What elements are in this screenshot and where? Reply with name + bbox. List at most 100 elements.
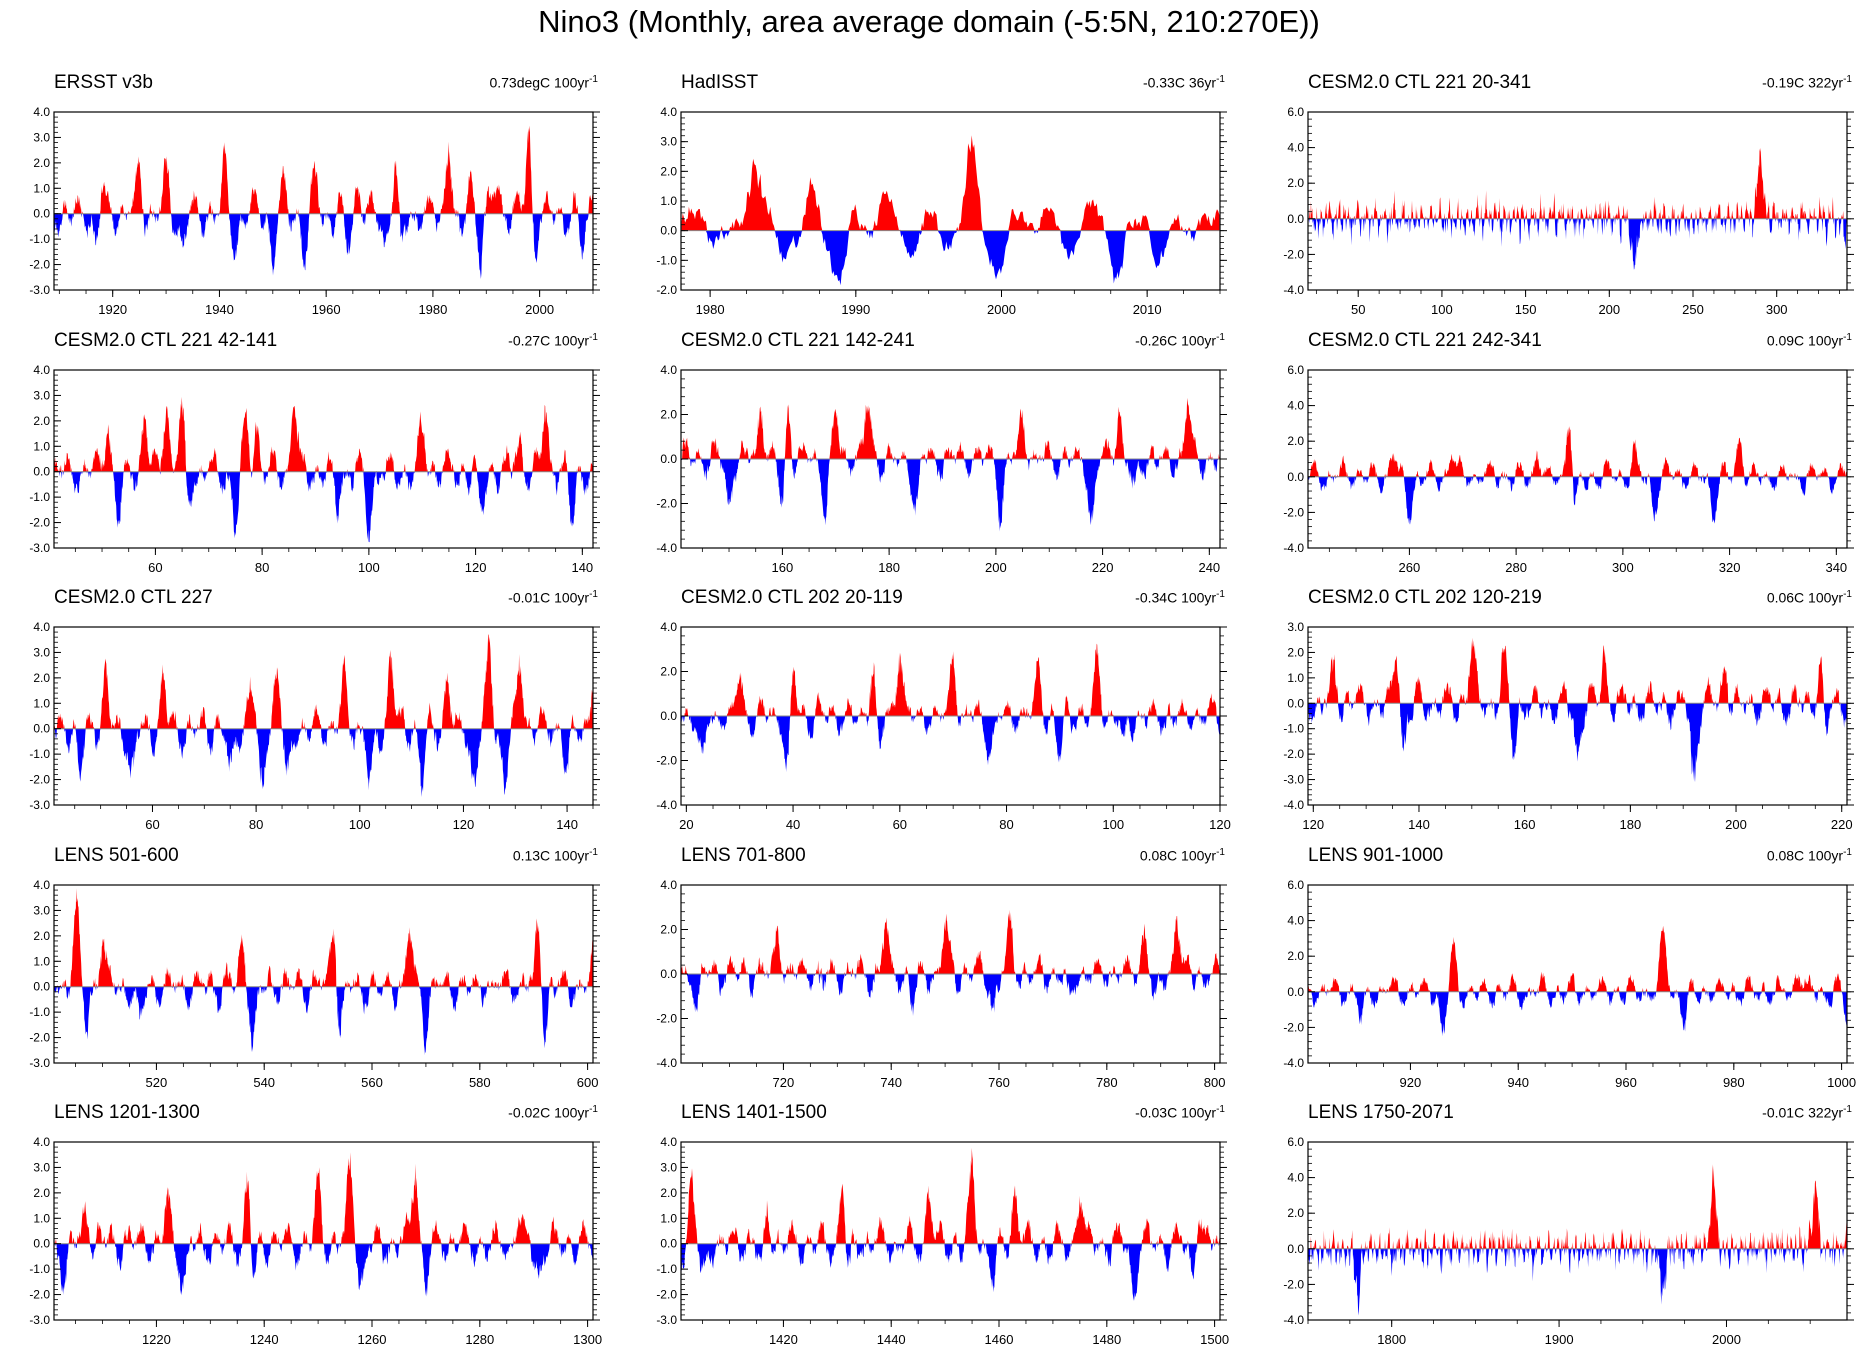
x-tick-label: 520 [146, 1075, 168, 1090]
plot-frame [1307, 1141, 1848, 1321]
y-tick-label: 0.0 [660, 967, 677, 981]
y-tick-label: 2.0 [1287, 645, 1304, 659]
x-tick-label: 340 [1825, 560, 1847, 575]
x-tick-label: 1000 [1827, 1075, 1856, 1090]
x-tick-label: 1900 [1545, 1332, 1574, 1347]
panel-plot: -4.0 -2.0 0.0 2.0 4.0 6.0 1800 1900 2000 [1283, 1135, 1854, 1347]
x-tick-label: 1500 [1200, 1332, 1229, 1347]
y-tick-label: -2.0 [656, 754, 677, 768]
y-tick-label: 3.0 [660, 135, 677, 149]
y-tick-label: 2.0 [660, 923, 677, 937]
chart-panel: LENS 1401-1500 -0.03C 100yr-1 -3.0 -2.0 -1.0… [627, 1102, 1239, 1360]
x-tick-label: 180 [878, 560, 900, 575]
trend-exponent: -1 [1216, 332, 1225, 343]
chart-panel: LENS 901-1000 0.08C 100yr-1 -4.0 -2.0 0.0 2.0… [1254, 845, 1858, 1103]
chart-panel: CESM2.0 CTL 221 20-341 -0.19C 322yr-1 -4.0… [1254, 72, 1858, 330]
trend-exponent: -1 [1843, 847, 1852, 858]
panel-title: CESM2.0 CTL 202 20-119 [681, 587, 903, 608]
x-tick-label: 80 [255, 560, 269, 575]
y-tick-label: -4.0 [1283, 1313, 1304, 1327]
x-tick-label: 1280 [465, 1332, 494, 1347]
negative-anomaly-area [1308, 476, 1847, 525]
chart-panel: CESM2.0 CTL 227 -0.01C 100yr-1 -3.0 -2.0 -1.… [0, 587, 612, 845]
trend-value: -0.01C 100yr [508, 589, 590, 606]
positive-anomaly-area [681, 909, 1220, 974]
y-tick-label: -2.0 [29, 1288, 50, 1302]
y-tick-label: 6.0 [1287, 105, 1304, 119]
y-tick-label: -2.0 [1283, 247, 1304, 261]
y-tick-label: -2.0 [656, 497, 677, 511]
panel-trend-label: -0.02C 100yr-1 [508, 1104, 598, 1121]
y-tick-label: 4.0 [33, 363, 50, 377]
trend-exponent: -1 [589, 1104, 598, 1115]
panel-plot: -4.0 -2.0 0.0 2.0 4.0 6.0 50 100 150 200 250 300 [1283, 105, 1854, 317]
panel-plot: -3.0 -2.0 -1.0 0.0 1.0 2.0 3.0 4.0 520 540 560 580 6… [29, 878, 600, 1090]
x-tick-label: 580 [469, 1075, 491, 1090]
negative-anomaly-area [681, 974, 1220, 1016]
trend-exponent: -1 [1843, 589, 1852, 600]
y-tick-label: 0.0 [1287, 470, 1304, 484]
x-tick-label: 220 [1092, 560, 1114, 575]
x-tick-label: 220 [1831, 817, 1853, 832]
x-tick-label: 800 [1204, 1075, 1226, 1090]
panel-title: LENS 701-800 [681, 845, 806, 866]
y-tick-label: -3.0 [29, 1313, 50, 1327]
panel-trend-label: -0.19C 322yr-1 [1762, 74, 1852, 91]
x-tick-label: 40 [786, 817, 800, 832]
y-tick-label: 2.0 [1287, 1206, 1304, 1220]
y-tick-label: 4.0 [33, 1135, 50, 1149]
y-tick-label: 2.0 [33, 929, 50, 943]
x-tick-label: 80 [999, 817, 1013, 832]
positive-anomaly-area [1308, 925, 1847, 992]
y-tick-label: -2.0 [1283, 1020, 1304, 1034]
panel-plot: -3.0 -2.0 -1.0 0.0 1.0 2.0 3.0 4.0 60 80 100 120 140 [29, 620, 600, 832]
chart-panel: HadISST -0.33C 36yr-1 -2.0 -1.0 0.0 1.0 2.0 3.0… [627, 72, 1239, 330]
x-tick-label: 300 [1766, 302, 1788, 317]
x-tick-label: 2000 [1712, 1332, 1741, 1347]
x-tick-label: 100 [1102, 817, 1124, 832]
panel-trend-label: 0.13C 100yr-1 [513, 847, 598, 864]
y-tick-label: 0.0 [33, 207, 50, 221]
y-tick-label: -2.0 [29, 516, 50, 530]
plot-frame [1307, 111, 1848, 291]
positive-anomaly-area [1308, 426, 1847, 477]
trend-value: 0.09C 100yr [1766, 332, 1844, 349]
positive-anomaly-area [54, 125, 593, 214]
x-tick-label: 920 [1400, 1075, 1422, 1090]
x-tick-label: 1960 [312, 302, 341, 317]
y-tick-label: -4.0 [1283, 541, 1304, 555]
trend-exponent: -1 [1843, 1104, 1852, 1115]
y-tick-label: 4.0 [660, 620, 677, 634]
y-tick-label: 3.0 [660, 1160, 677, 1174]
positive-anomaly-area [54, 396, 593, 472]
panel-trend-label: -0.26C 100yr-1 [1135, 332, 1225, 349]
y-tick-label: 2.0 [1287, 949, 1304, 963]
y-tick-label: 4.0 [660, 105, 677, 119]
trend-value: 0.73degC 100yr [489, 74, 590, 91]
x-tick-label: 200 [1598, 302, 1620, 317]
x-tick-label: 1460 [985, 1332, 1014, 1347]
positive-anomaly-area [1308, 1164, 1847, 1249]
x-tick-label: 100 [1431, 302, 1453, 317]
y-tick-label: 0.0 [33, 722, 50, 736]
negative-anomaly-area [1308, 991, 1847, 1037]
x-tick-label: 140 [1408, 817, 1430, 832]
negative-anomaly-area [54, 213, 593, 279]
y-tick-label: 1.0 [33, 1211, 50, 1225]
positive-anomaly-area [681, 135, 1220, 231]
y-tick-label: 0.0 [660, 1237, 677, 1251]
x-tick-label: 1260 [358, 1332, 387, 1347]
y-tick-label: 3.0 [33, 388, 50, 402]
x-tick-label: 1800 [1377, 1332, 1406, 1347]
y-tick-label: 0.0 [33, 1237, 50, 1251]
x-tick-label: 140 [571, 560, 593, 575]
x-tick-label: 250 [1682, 302, 1704, 317]
y-tick-label: -1.0 [1283, 722, 1304, 736]
trend-exponent: -1 [1216, 1104, 1225, 1115]
negative-anomaly-area [1308, 218, 1847, 270]
x-tick-label: 160 [772, 560, 794, 575]
trend-value: 0.08C 100yr [1766, 847, 1844, 864]
y-tick-label: 3.0 [33, 645, 50, 659]
panel-trend-label: 0.73degC 100yr-1 [489, 74, 598, 91]
y-tick-label: 6.0 [1287, 363, 1304, 377]
